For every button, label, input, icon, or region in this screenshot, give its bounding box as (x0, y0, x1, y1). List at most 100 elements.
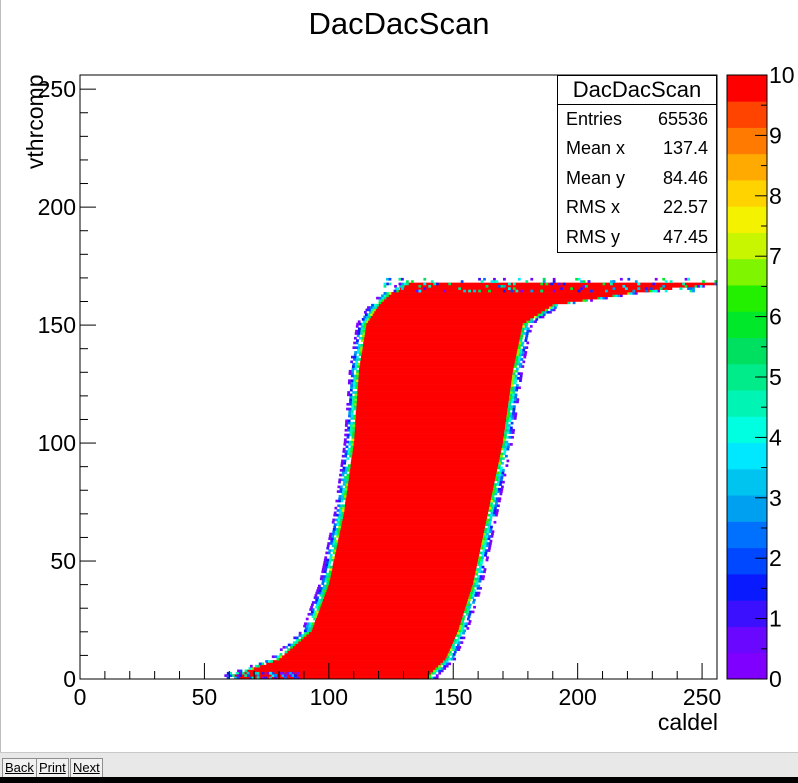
heatmap-edge-cell (325, 551, 329, 555)
heatmap-core-row (354, 424, 506, 427)
heatmap-edge-cell (516, 353, 520, 357)
heatmap-edge-cell (511, 395, 515, 399)
heatmap-edge-cell (494, 506, 497, 510)
heatmap-edge-cell (461, 620, 464, 623)
y-tick-label: 200 (38, 194, 76, 220)
heatmap-edge-cell (508, 402, 512, 406)
heatmap-edge-cell (341, 490, 345, 493)
heatmap-edge-cell (358, 336, 362, 340)
heatmap-edge-cell (378, 296, 382, 300)
heatmap-edge-cell (341, 492, 345, 496)
heatmap-edge-cell (346, 433, 350, 437)
heatmap-edge-cell (493, 520, 497, 524)
heatmap-edge-cell (347, 464, 351, 467)
heatmap-edge-cell (361, 339, 364, 342)
heatmap-edge-cell (354, 332, 358, 335)
heatmap-edge-cell (349, 400, 352, 404)
heatmap-edge-cell (469, 610, 472, 614)
heatmap-edge-cell (314, 601, 318, 604)
heatmap-noise-cell (652, 282, 656, 286)
heatmap-edge-cell (464, 610, 467, 614)
heatmap-edge-cell (347, 426, 351, 430)
heatmap-edge-cell (303, 629, 307, 633)
heatmap-edge-cell (316, 608, 320, 611)
heatmap-edge-cell (491, 497, 494, 500)
heatmap-noise-cell (692, 287, 695, 291)
back-button[interactable]: Back (2, 758, 37, 778)
heatmap-edge-cell (339, 509, 342, 512)
heatmap-edge-cell (501, 485, 504, 489)
heatmap-core-row (335, 551, 480, 555)
heatmap-edge-cell (499, 480, 503, 484)
heatmap-edge-cell (351, 405, 355, 408)
heatmap-edge-cell (472, 601, 475, 604)
heatmap-edge-cell (522, 348, 526, 352)
heatmap-edge-cell (526, 320, 530, 324)
heatmap-edge-cell (474, 594, 478, 597)
heatmap-edge-cell (345, 419, 349, 423)
stats-row-mean-x: Mean x 137.4 (558, 134, 716, 163)
heatmap-edge-cell (344, 485, 348, 489)
heatmap-edge-cell (456, 634, 459, 637)
heatmap-edge-cell (524, 325, 528, 328)
heatmap-edge-cell (500, 487, 504, 491)
heatmap-noise-cell (418, 289, 422, 293)
heatmap-noise-cell (517, 277, 521, 281)
heatmap-edge-cell (354, 367, 357, 371)
heatmap-edge-cell (339, 469, 343, 472)
heatmap-edge-cell (534, 315, 537, 319)
heatmap-core-row (355, 417, 507, 420)
heatmap-noise-cell (552, 289, 556, 293)
heatmap-edge-cell (490, 525, 493, 529)
heatmap-edge-cell (355, 379, 359, 383)
heatmap-edge-cell (378, 301, 382, 305)
next-button[interactable]: Next (70, 758, 103, 778)
heatmap-edge-cell (347, 428, 350, 432)
heatmap-edge-cell (481, 553, 485, 557)
heatmap-edge-cell (352, 417, 356, 420)
heatmap-edge-cell (506, 445, 510, 449)
heatmap-core-row (365, 327, 522, 331)
heatmap-edge-cell (505, 440, 509, 444)
heatmap-edge-cell (353, 355, 357, 359)
heatmap-noise-cell (557, 282, 561, 286)
heatmap-edge-cell (490, 499, 494, 503)
heatmap-core-row (311, 629, 459, 633)
heatmap-edge-cell (546, 310, 550, 314)
heatmap-edge-cell (349, 450, 353, 453)
heatmap-core-row (383, 299, 583, 302)
heatmap-edge-cell (336, 490, 340, 493)
heatmap-edge-cell (341, 506, 345, 510)
heatmap-noise-cell (291, 671, 295, 675)
heatmap-edge-cell (341, 473, 345, 477)
heatmap-edge-cell (292, 643, 296, 647)
heatmap-core-row (344, 506, 490, 510)
print-button[interactable]: Print (36, 758, 69, 778)
heatmap-edge-cell (350, 421, 353, 425)
heatmap-noise-cell (634, 280, 638, 283)
heatmap-edge-cell (504, 447, 507, 451)
heatmap-edge-cell (349, 426, 353, 430)
heatmap-edge-cell (500, 476, 504, 479)
heatmap-edge-cell (368, 315, 372, 319)
heatmap-edge-cell (329, 553, 333, 557)
heatmap-noise-cell (226, 671, 230, 675)
heatmap-edge-cell (347, 393, 350, 397)
stats-row-mean-y: Mean y 84.46 (558, 164, 716, 193)
heatmap-edge-cell (520, 358, 524, 361)
heatmap-edge-cell (343, 440, 347, 444)
heatmap-noise-cell (654, 289, 658, 293)
heatmap-edge-cell (457, 648, 461, 651)
heatmap-edge-cell (350, 417, 354, 420)
heatmap-edge-cell (506, 435, 509, 439)
heatmap-edge-cell (498, 473, 502, 477)
heatmap-edge-cell (332, 539, 336, 543)
heatmap-edge-cell (316, 596, 319, 600)
z-tick-label: 3 (769, 485, 782, 511)
heatmap-edge-cell (350, 445, 354, 449)
heatmap-edge-cell (342, 469, 346, 472)
heatmap-core-row (284, 653, 448, 656)
heatmap-edge-cell (271, 655, 275, 659)
heatmap-edge-cell (321, 594, 325, 597)
heatmap-core-row (365, 325, 523, 328)
